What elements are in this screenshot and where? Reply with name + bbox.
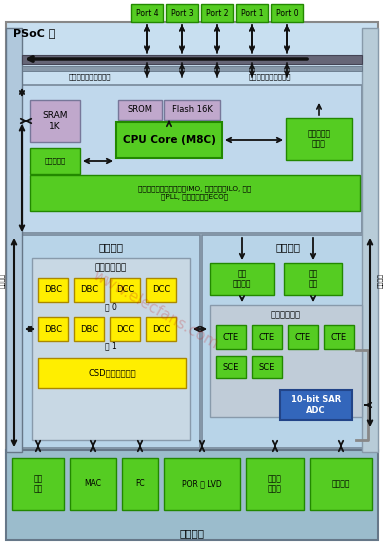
Text: Port 0: Port 0 [276, 8, 298, 17]
Bar [122, 458, 158, 510]
Bar [164, 100, 220, 120]
Text: Flash 16K: Flash 16K [172, 105, 212, 114]
Bar [6, 450, 378, 540]
Bar [22, 235, 200, 448]
Text: POR 和 LVD: POR 和 LVD [182, 479, 222, 488]
Bar [271, 4, 303, 22]
Bar [201, 4, 233, 22]
Text: CTE: CTE [223, 333, 239, 342]
Text: CPU Core (M8C): CPU Core (M8C) [122, 135, 215, 145]
Bar [74, 317, 104, 341]
Text: 数字模块阵列: 数字模块阵列 [95, 264, 127, 273]
Text: SCE: SCE [223, 362, 239, 371]
Bar [246, 458, 304, 510]
Bar [74, 278, 104, 302]
Text: DCC: DCC [152, 286, 170, 295]
Bar [280, 390, 352, 420]
Bar [22, 55, 362, 64]
Bar [288, 325, 318, 349]
Bar [252, 325, 282, 349]
Bar [210, 263, 274, 295]
Bar [6, 28, 22, 452]
Text: CTE: CTE [259, 333, 275, 342]
Text: FC: FC [135, 479, 145, 488]
Text: 模拟系统: 模拟系统 [275, 242, 301, 252]
Bar [146, 317, 176, 341]
Text: 系统总线: 系统总线 [0, 273, 6, 287]
Text: www.elecfans.com: www.elecfans.com [89, 268, 220, 352]
Text: 全局模拟信号内部互连: 全局模拟信号内部互连 [249, 74, 291, 80]
Text: Port 2: Port 2 [206, 8, 228, 17]
Text: 模拟模块阵列: 模拟模块阵列 [271, 310, 301, 320]
Text: DBC: DBC [44, 286, 62, 295]
Bar [38, 278, 68, 302]
Text: 多时钟源（包括主振荡器IMO, 低频振荡器ILO, 锁相
环PLL, 和外部振荡器ECO）: 多时钟源（包括主振荡器IMO, 低频振荡器ILO, 锁相 环PLL, 和外部振荡… [138, 186, 252, 200]
Text: 模拟
输入开关: 模拟 输入开关 [233, 269, 251, 289]
Bar [38, 358, 186, 388]
Bar [362, 28, 378, 452]
Bar [38, 317, 68, 341]
Text: 10-bit SAR
ADC: 10-bit SAR ADC [291, 395, 341, 415]
Text: 内部电
压参考: 内部电 压参考 [268, 474, 282, 494]
Bar [12, 458, 64, 510]
Bar [252, 356, 282, 378]
Bar [30, 175, 360, 211]
Bar [210, 305, 362, 417]
Text: Port 3: Port 3 [170, 8, 193, 17]
Bar [22, 85, 362, 233]
Bar [110, 278, 140, 302]
Text: Port 1: Port 1 [241, 8, 263, 17]
Text: SRAM
1K: SRAM 1K [42, 111, 68, 130]
Text: 模拟总线: 模拟总线 [378, 273, 384, 287]
Bar [22, 66, 362, 71]
Text: 电阻
参考: 电阻 参考 [308, 269, 318, 289]
Text: DBC: DBC [80, 286, 98, 295]
Bar [131, 4, 163, 22]
Bar [216, 325, 246, 349]
Text: DCC: DCC [152, 324, 170, 334]
Bar [30, 148, 80, 174]
Bar [286, 118, 352, 160]
Bar [110, 317, 140, 341]
Text: CTE: CTE [331, 333, 347, 342]
Text: SROM: SROM [127, 105, 152, 114]
Text: PSoC 核: PSoC 核 [13, 28, 55, 38]
Text: SCE: SCE [259, 362, 275, 371]
Bar [70, 458, 116, 510]
Bar [6, 22, 378, 458]
Bar [284, 263, 342, 295]
Text: 行 0: 行 0 [105, 302, 117, 311]
Text: Port 4: Port 4 [136, 8, 158, 17]
Text: 振荡开关: 振荡开关 [332, 479, 350, 488]
Text: DCC: DCC [116, 324, 134, 334]
Bar [118, 100, 162, 120]
Bar [164, 458, 240, 510]
Bar [32, 258, 190, 440]
Bar [166, 4, 198, 22]
Text: CTE: CTE [295, 333, 311, 342]
Text: CSD触摸专用资源: CSD触摸专用资源 [88, 368, 136, 377]
Bar [216, 356, 246, 378]
Text: 硅振和看门
和定时: 硅振和看门 和定时 [308, 129, 331, 149]
Bar [30, 100, 80, 142]
Text: DBC: DBC [44, 324, 62, 334]
Text: MAC: MAC [84, 479, 101, 488]
Bar [310, 458, 372, 510]
Text: 行 1: 行 1 [105, 342, 117, 351]
Text: DCC: DCC [116, 286, 134, 295]
Bar [202, 235, 374, 448]
Bar [324, 325, 354, 349]
Text: 数字系统: 数字系统 [99, 242, 124, 252]
Text: 全局数字信号内部互连: 全局数字信号内部互连 [69, 74, 111, 80]
Bar [116, 122, 222, 158]
Text: DBC: DBC [80, 324, 98, 334]
Bar [146, 278, 176, 302]
Bar [236, 4, 268, 22]
Text: 系统资源: 系统资源 [179, 528, 205, 538]
Text: 中断控制器: 中断控制器 [45, 158, 66, 164]
Text: 数字
时钟: 数字 时钟 [33, 474, 43, 494]
